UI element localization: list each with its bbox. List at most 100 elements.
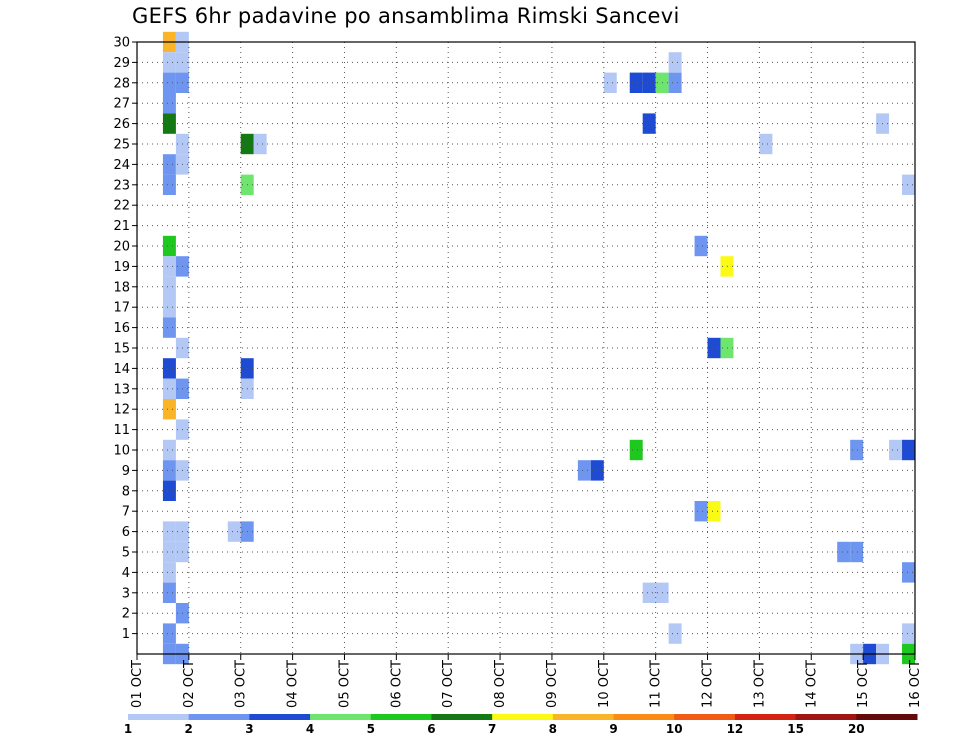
heatmap-cell bbox=[720, 256, 734, 277]
y-tick-label: 9 bbox=[122, 464, 130, 479]
heatmap-cell bbox=[759, 133, 773, 155]
heatmap-cell bbox=[642, 582, 656, 603]
x-tick-label: 04 OCT bbox=[286, 660, 301, 708]
y-tick-label: 5 bbox=[122, 546, 130, 561]
legend-swatch bbox=[795, 714, 857, 720]
y-tick-label: 25 bbox=[113, 138, 130, 153]
legend-swatch bbox=[856, 714, 918, 720]
y-tick-label: 27 bbox=[113, 97, 130, 112]
legend-label: 5 bbox=[367, 722, 375, 736]
legend-swatch bbox=[128, 714, 190, 720]
y-tick-label: 14 bbox=[113, 362, 130, 377]
heatmap-cell bbox=[642, 72, 656, 93]
legend-label: 15 bbox=[787, 722, 804, 736]
legend-label: 3 bbox=[245, 722, 253, 736]
y-tick-label: 26 bbox=[113, 117, 130, 132]
y-tick-label: 23 bbox=[113, 178, 130, 193]
x-tick-label: 07 OCT bbox=[441, 660, 456, 708]
heatmap-cell bbox=[162, 521, 176, 542]
y-tick-label: 16 bbox=[113, 321, 130, 336]
legend-swatch bbox=[674, 714, 736, 720]
x-tick-label: 15 OCT bbox=[856, 660, 871, 708]
legend-label: 9 bbox=[609, 722, 617, 736]
y-tick-label: 13 bbox=[113, 382, 130, 397]
x-tick-label: 03 OCT bbox=[234, 660, 249, 708]
y-tick-label: 6 bbox=[122, 525, 130, 540]
y-tick-label: 17 bbox=[113, 301, 130, 316]
heatmap-cell bbox=[162, 235, 176, 257]
legend-swatch bbox=[188, 714, 250, 720]
legend-label: 2 bbox=[185, 722, 193, 736]
y-tick-label: 18 bbox=[113, 280, 130, 295]
y-tick-label: 11 bbox=[113, 423, 130, 438]
heatmap-cell bbox=[902, 562, 915, 583]
x-tick-label: 05 OCT bbox=[337, 660, 352, 708]
heatmap-cell bbox=[707, 337, 721, 359]
heatmap-cell bbox=[162, 72, 176, 93]
heatmap-cell bbox=[577, 460, 591, 481]
heatmap-cell bbox=[629, 72, 643, 93]
y-tick-label: 1 bbox=[122, 627, 130, 642]
heatmap-cell bbox=[668, 72, 682, 93]
heatmap-cell bbox=[162, 174, 176, 195]
y-tick-label: 22 bbox=[113, 199, 130, 214]
legend-label: 12 bbox=[727, 722, 744, 736]
y-tick-label: 10 bbox=[113, 444, 130, 459]
heatmap-cell bbox=[162, 317, 176, 338]
heatmap-cell bbox=[902, 623, 915, 644]
legend-label: 20 bbox=[848, 722, 865, 736]
heatmap-cell bbox=[227, 521, 241, 542]
x-tick-label: 01 OCT bbox=[130, 660, 145, 708]
heatmap-cell bbox=[902, 439, 915, 461]
heatmap-cell bbox=[629, 439, 643, 461]
legend-swatch bbox=[613, 714, 675, 720]
legend-label: 1 bbox=[124, 722, 132, 736]
heatmap-cell bbox=[162, 358, 176, 379]
color-legend: 1 2 3 4 5 6 7 8 9 10 12 15 20 bbox=[124, 714, 918, 736]
heatmap-cell bbox=[668, 623, 682, 644]
x-tick-label: 10 OCT bbox=[597, 660, 612, 708]
y-tick-label: 12 bbox=[113, 403, 130, 418]
y-tick-label: 21 bbox=[113, 219, 130, 234]
heatmap-cell bbox=[162, 399, 176, 420]
y-tick-label: 19 bbox=[113, 260, 130, 275]
y-tick-label: 8 bbox=[122, 484, 130, 499]
heatmap-cell bbox=[162, 623, 176, 644]
x-tick-label: 09 OCT bbox=[545, 660, 560, 708]
heatmap-cell bbox=[162, 378, 176, 399]
y-axis: 1234567891011121314151617181920212223242… bbox=[113, 36, 137, 642]
legend-swatch bbox=[492, 714, 554, 720]
heatmap-cell bbox=[694, 501, 708, 522]
heatmap-cell bbox=[720, 337, 734, 359]
heatmap-cell bbox=[162, 562, 176, 583]
heatmap-cell bbox=[707, 501, 721, 522]
heatmap-cells bbox=[162, 31, 915, 665]
y-tick-label: 7 bbox=[122, 505, 130, 520]
heatmap-cell bbox=[162, 154, 176, 175]
legend-label: 4 bbox=[306, 722, 314, 736]
legend-label: 8 bbox=[549, 722, 557, 736]
heatmap-cell bbox=[253, 133, 267, 155]
x-tick-label: 13 OCT bbox=[752, 660, 767, 708]
y-tick-label: 28 bbox=[113, 76, 130, 91]
x-tick-label: 12 OCT bbox=[701, 660, 716, 708]
x-tick-label: 06 OCT bbox=[389, 660, 404, 708]
y-tick-label: 20 bbox=[113, 240, 130, 255]
heatmap-cell bbox=[850, 541, 864, 563]
heatmap-cell bbox=[162, 582, 176, 603]
heatmap-cell bbox=[889, 439, 903, 461]
heatmap-cell bbox=[902, 174, 915, 195]
y-tick-label: 24 bbox=[113, 158, 130, 173]
heatmap-cell bbox=[162, 93, 176, 114]
heatmap-cell bbox=[850, 439, 864, 461]
legend-swatch bbox=[734, 714, 797, 720]
x-axis: 01 OCT 02 OCT 03 OCT 04 OCT 05 OCT 06 OCT 07 O… bbox=[130, 654, 923, 708]
legend-label: 7 bbox=[488, 722, 496, 736]
x-tick-label: 11 OCT bbox=[649, 660, 664, 708]
legend-swatch bbox=[552, 714, 615, 720]
heatmap-cell bbox=[162, 460, 176, 481]
legend-swatch bbox=[431, 714, 493, 720]
x-tick-label: 14 OCT bbox=[804, 660, 819, 708]
heatmap-cell bbox=[603, 72, 617, 93]
